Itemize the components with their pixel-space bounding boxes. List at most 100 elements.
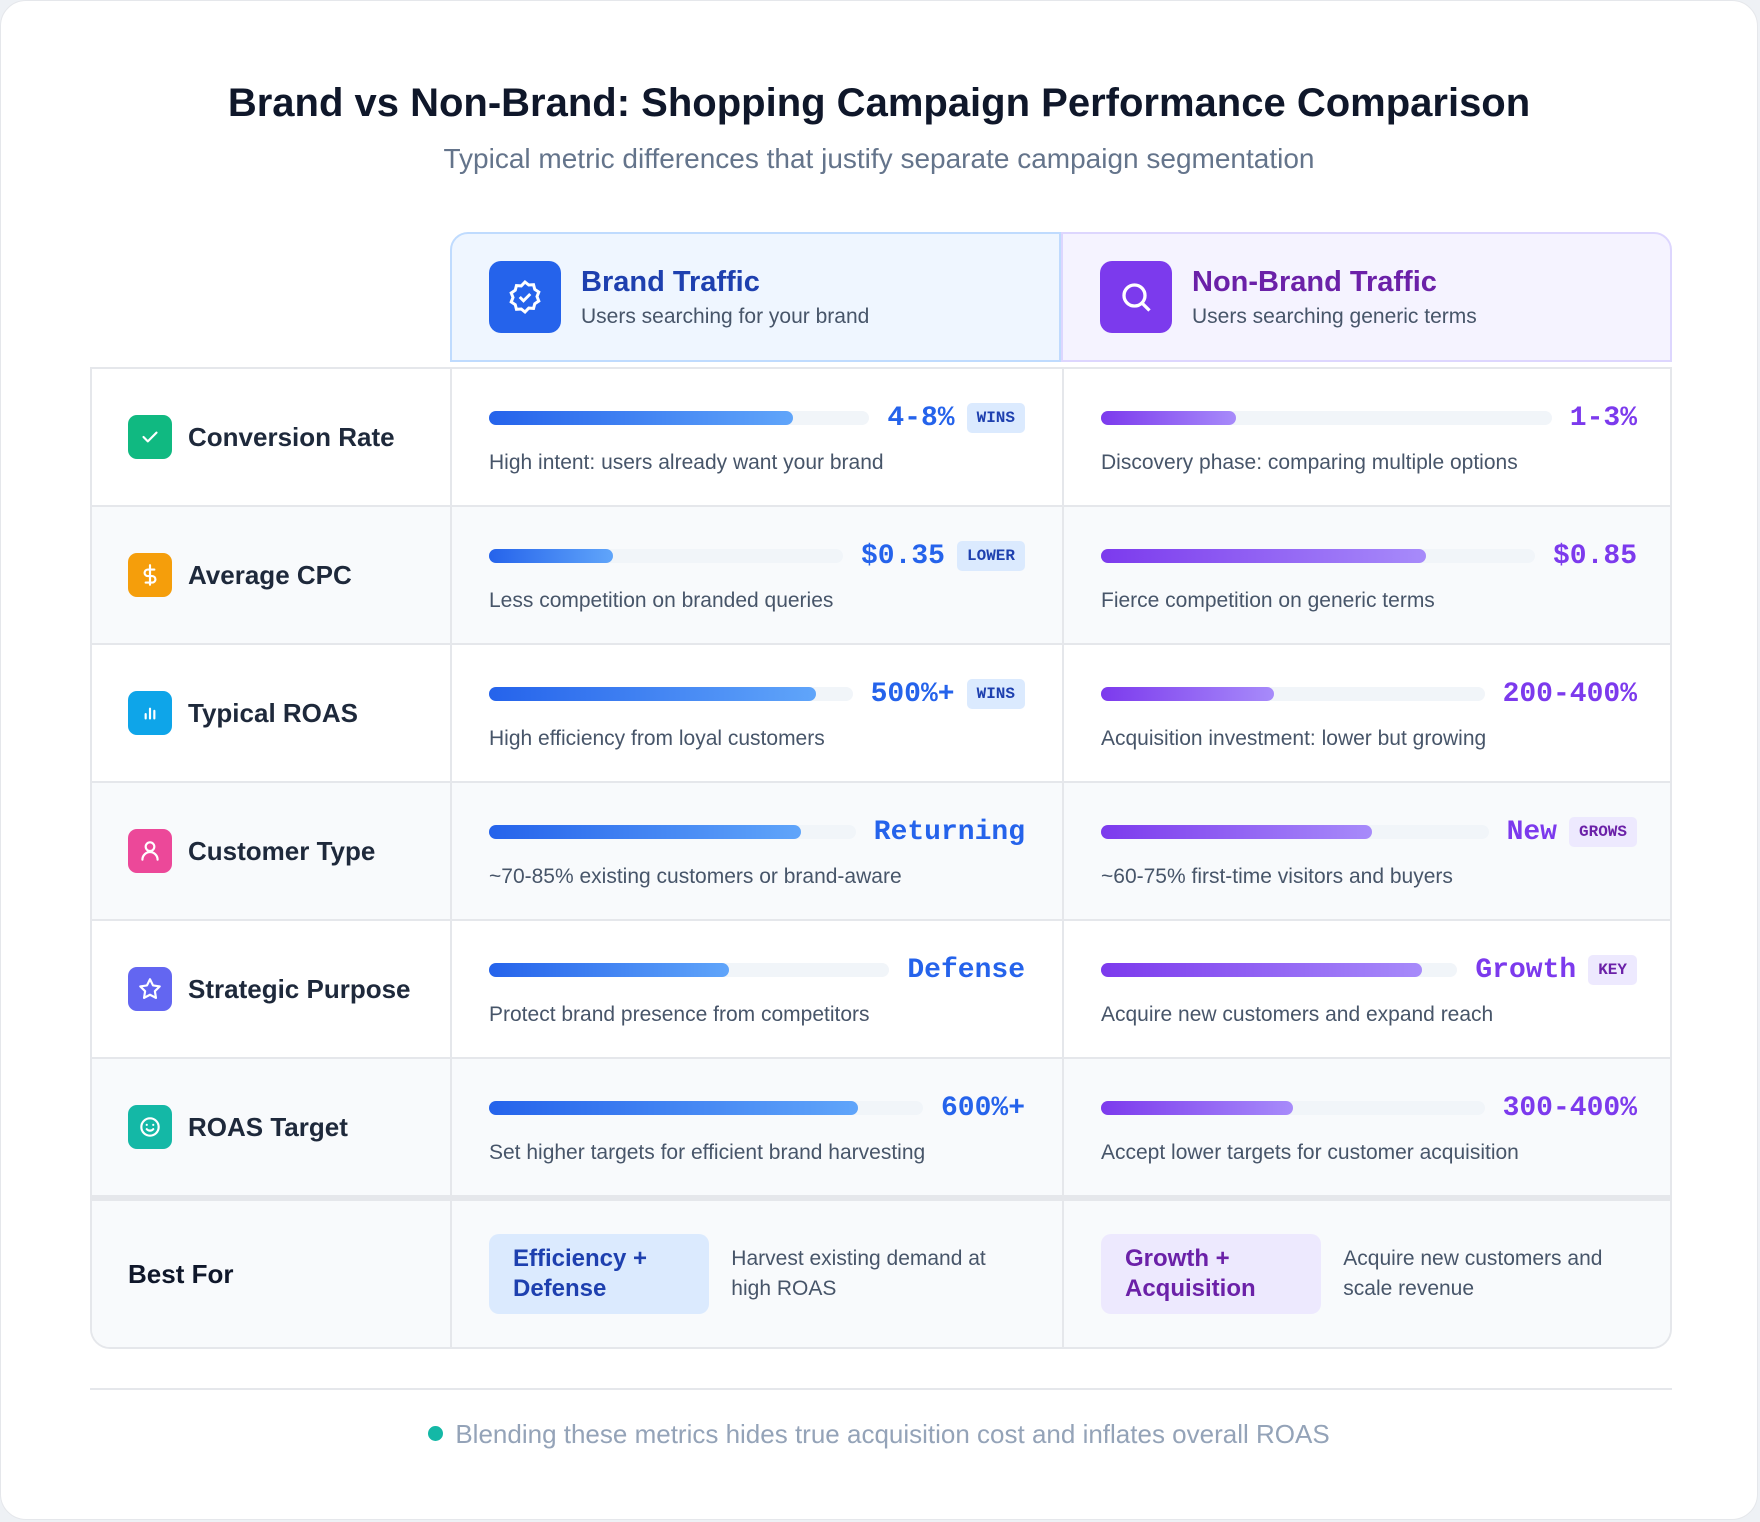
row-label: Average CPC <box>92 507 452 643</box>
best-for-cell: Growth + Acquisition Acquire new customer… <box>1064 1201 1670 1347</box>
metric-cell: Returning ~70-85% existing customers or b… <box>452 783 1064 919</box>
best-for-note: Acquire new customers and scale revenue <box>1343 1246 1603 1300</box>
column-header: Brand Traffic Users searching for your br… <box>450 232 1061 362</box>
row-label: Typical ROAS <box>92 645 452 781</box>
bar-track <box>489 963 890 977</box>
row-label: Conversion Rate <box>92 369 452 505</box>
best-for-note: Harvest existing demand at high ROAS <box>731 1246 986 1300</box>
row-label-text: ROAS Target <box>188 1111 348 1142</box>
metric-top: $0.35 LOWER <box>489 539 1025 573</box>
badge: WINS <box>966 679 1025 709</box>
bar-track <box>489 1101 923 1115</box>
row-label-text: Average CPC <box>188 559 352 590</box>
column-title: Non-Brand Traffic <box>1192 265 1437 298</box>
table-row: Strategic Purpose Defense Protect brand pr… <box>92 921 1670 1059</box>
metric-note: Less competition on branded queries <box>489 589 834 612</box>
column-text: Brand Traffic Users searching for your br… <box>581 266 869 329</box>
bar-track <box>1101 825 1489 839</box>
best-for-cell: Efficiency + Defense Harvest existing dem… <box>452 1201 1064 1347</box>
bar <box>489 687 817 701</box>
table-row: Typical ROAS 500%+ WINS High efficiency fro… <box>92 645 1670 783</box>
comparison-table: Conversion Rate 4-8% WINS High intent: user… <box>90 367 1672 1349</box>
row-label-text: Conversion Rate <box>188 421 395 452</box>
metric-note: Set higher targets for efficient brand h… <box>489 1141 926 1164</box>
table-row: ROAS Target 600%+ Set higher targets for e… <box>92 1059 1670 1197</box>
dot <box>428 1426 444 1441</box>
bar-track <box>489 687 853 701</box>
bar <box>489 825 801 839</box>
row-label: Strategic Purpose <box>92 921 452 1057</box>
metric-cell: 600%+ Set higher targets for efficient br… <box>452 1059 1064 1195</box>
badge: KEY <box>1588 955 1637 985</box>
column-header: Non-Brand Traffic Users searching generic… <box>1061 232 1672 362</box>
row-label-text: Strategic Purpose <box>188 973 411 1004</box>
best-for-label: Best For <box>92 1201 452 1347</box>
column-subtitle: Users searching generic terms <box>1192 304 1477 328</box>
bar-track <box>1101 411 1552 425</box>
metric-note: Fierce competition on generic terms <box>1101 589 1435 612</box>
subtitle: Typical metric differences that justify … <box>443 143 1315 174</box>
row-icon <box>128 967 172 1011</box>
bar-track <box>1101 549 1535 563</box>
metric-cell: 4-8% WINS High intent: users already want … <box>452 369 1064 505</box>
bar-track <box>489 411 870 425</box>
metric-value: 200-400% <box>1502 678 1637 710</box>
best-for-row: Best For Efficiency + Defense Harvest exis… <box>92 1197 1670 1347</box>
bar <box>1101 549 1427 563</box>
footer-text: Blending these metrics hides true acquis… <box>455 1419 1330 1449</box>
row-icon <box>128 1105 172 1149</box>
column-icon <box>1100 261 1172 333</box>
metric-cell: 200-400% Acquisition investment: lower bu… <box>1064 645 1670 781</box>
metric-value: 600%+ <box>940 1092 1025 1124</box>
metric-note: High efficiency from loyal customers <box>489 727 825 750</box>
metric-note: ~70-85% existing customers or brand-awar… <box>489 865 902 888</box>
metric-value: Defense <box>907 954 1025 986</box>
metric-value: Returning <box>873 816 1025 848</box>
badge: GROWS <box>1568 817 1637 847</box>
table-row: Average CPC $0.35 LOWER Less competition on… <box>92 507 1670 645</box>
bar <box>489 549 613 563</box>
row-label: ROAS Target <box>92 1059 452 1195</box>
metric-top: 1-3% <box>1101 401 1637 435</box>
metric-value: Growth <box>1475 954 1577 986</box>
row-icon <box>128 691 172 735</box>
metric-top: Returning <box>489 815 1025 849</box>
best-for-tag: Efficiency + Defense <box>489 1234 710 1314</box>
metric-top: 600%+ <box>489 1091 1025 1125</box>
bar <box>1101 411 1237 425</box>
bar-track <box>489 549 843 563</box>
bar-track <box>1101 687 1485 701</box>
bar <box>489 963 730 977</box>
column-subtitle: Users searching for your brand <box>581 304 870 328</box>
metric-cell: Defense Protect brand presence from compe… <box>452 921 1064 1057</box>
table-row: Customer Type Returning ~70-85% existing c… <box>92 783 1670 921</box>
bar <box>489 411 794 425</box>
bar <box>1101 1101 1293 1115</box>
bar <box>1101 825 1373 839</box>
metric-top: Growth KEY <box>1101 953 1637 987</box>
metric-value: 300-400% <box>1502 1092 1637 1124</box>
metric-cell: $0.85 Fierce competition on generic terms <box>1064 507 1670 643</box>
best-for-tag: Growth + Acquisition <box>1101 1234 1322 1314</box>
metric-cell: Growth KEY Acquire new customers and expan… <box>1064 921 1670 1057</box>
divider <box>90 1388 1672 1390</box>
metric-value: $0.35 <box>860 540 945 572</box>
bar-track <box>1101 1101 1485 1115</box>
badge: LOWER <box>956 541 1025 571</box>
metric-top: 500%+ WINS <box>489 677 1025 711</box>
metric-value: $0.85 <box>1552 540 1637 572</box>
row-label-text: Typical ROAS <box>188 697 359 728</box>
metric-cell: 300-400% Accept lower targets for custome… <box>1064 1059 1670 1195</box>
bar-track <box>1101 963 1458 977</box>
metric-cell: 500%+ WINS High efficiency from loyal cust… <box>452 645 1064 781</box>
title: Brand vs Non-Brand: Shopping Campaign Pe… <box>227 81 1531 125</box>
row-label: Customer Type <box>92 783 452 919</box>
bar <box>1101 687 1274 701</box>
metric-note: Acquire new customers and expand reach <box>1101 1003 1494 1026</box>
metric-top: 300-400% <box>1101 1091 1637 1125</box>
badge: WINS <box>966 403 1025 433</box>
bar <box>489 1101 858 1115</box>
bar <box>1101 963 1422 977</box>
metric-cell: 1-3% Discovery phase: comparing multiple … <box>1064 369 1670 505</box>
